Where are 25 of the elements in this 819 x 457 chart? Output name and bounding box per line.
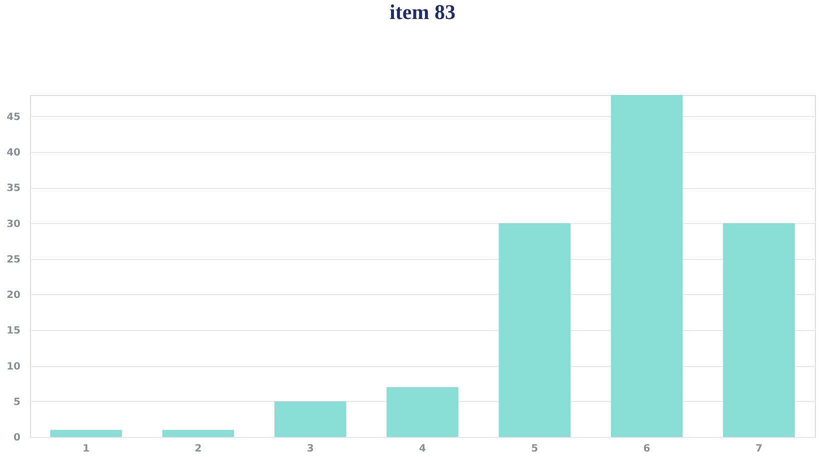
y-tick-label: 25 (6, 254, 21, 266)
bar (50, 430, 122, 437)
x-tick-label: 1 (82, 444, 90, 454)
y-tick-label: 5 (14, 396, 21, 408)
bar (162, 430, 234, 437)
bar (386, 387, 458, 437)
y-tick-label: 10 (6, 361, 21, 372)
bar (723, 223, 795, 437)
bar (498, 223, 571, 437)
y-tick-label: 30 (6, 218, 21, 230)
y-tick-label: 40 (6, 148, 21, 158)
bar (274, 401, 346, 437)
x-tick-label: 3 (306, 444, 314, 454)
x-tick-label: 5 (531, 444, 538, 454)
y-tick-label: 15 (6, 326, 21, 337)
y-tick-label: 35 (6, 183, 21, 194)
bar (610, 95, 683, 437)
x-tick-label: 6 (643, 444, 650, 454)
x-tick-label: 7 (755, 444, 762, 454)
y-tick-label: 20 (6, 290, 21, 301)
x-tick-label: 4 (419, 444, 426, 454)
y-tick-label: 45 (6, 112, 21, 123)
x-tick-label: 2 (194, 444, 202, 454)
y-tick-label: 0 (14, 432, 21, 444)
chart-title: item 83 (390, 0, 456, 24)
